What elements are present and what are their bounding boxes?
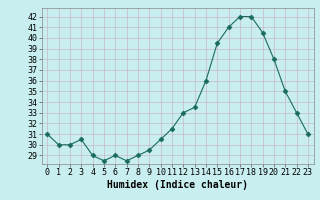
X-axis label: Humidex (Indice chaleur): Humidex (Indice chaleur) [107, 180, 248, 190]
